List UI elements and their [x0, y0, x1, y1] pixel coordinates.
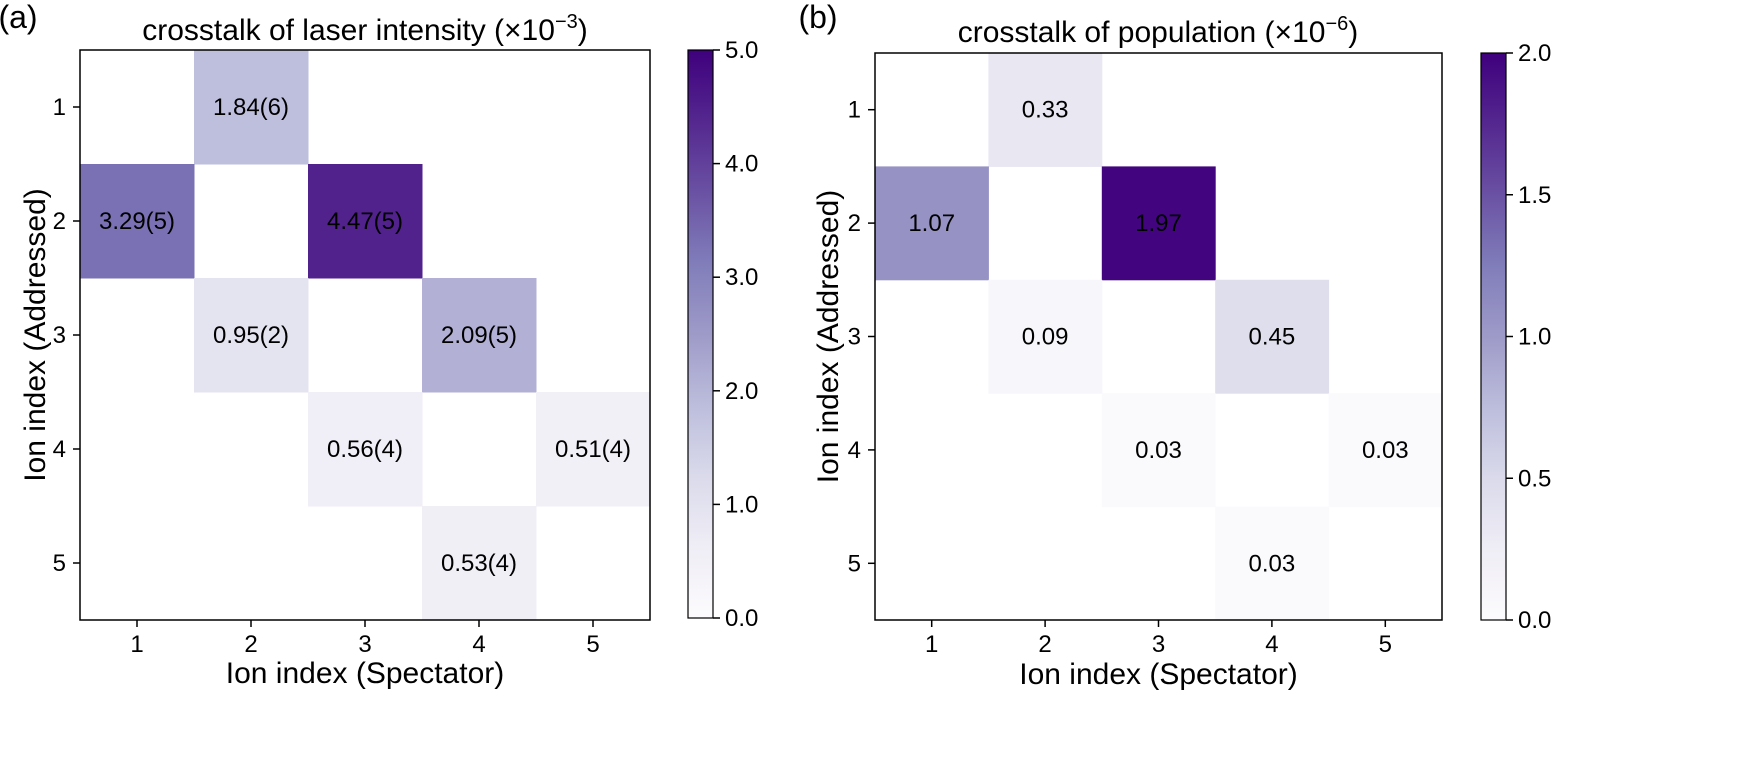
x-tick-label: 2 — [244, 631, 257, 658]
cell-value-label: 0.03 — [1249, 550, 1296, 577]
chart-title-main: crosstalk of laser intensity (×10 — [142, 14, 555, 47]
x-tick-label: 3 — [1152, 631, 1165, 658]
x-tick-label: 5 — [1379, 631, 1392, 658]
heatmap-cell — [422, 278, 537, 393]
chart-title: crosstalk of population (×10−6) — [958, 13, 1359, 49]
cell-value-label: 4.47(5) — [327, 208, 403, 235]
heatmap-cell — [194, 278, 309, 393]
colorbar-tick-label: 2.0 — [725, 378, 758, 405]
y-tick-label: 3 — [848, 324, 861, 351]
plot-area — [80, 50, 650, 620]
heatmap-cell — [194, 50, 309, 165]
colorbar — [1480, 52, 1507, 621]
colorbar-tick-label: 0.0 — [725, 605, 758, 632]
y-axis-label: Ion index (Addressed) — [19, 188, 52, 482]
x-tick-label: 3 — [358, 631, 371, 658]
x-tick-label: 4 — [472, 631, 485, 658]
y-tick-label: 2 — [848, 210, 861, 237]
y-tick-label: 4 — [53, 436, 66, 463]
cell-value-label: 1.84(6) — [213, 94, 289, 121]
plot-area — [875, 53, 1442, 620]
colorbar-tick-label: 1.0 — [725, 491, 758, 518]
x-tick-label: 1 — [130, 631, 143, 658]
y-tick-label: 2 — [53, 208, 66, 235]
colorbar-tick-label: 4.0 — [725, 151, 758, 178]
x-tick-label: 5 — [586, 631, 599, 658]
panel-label: (a) — [0, 0, 38, 35]
heatmap-cell — [988, 53, 1103, 167]
colorbar — [687, 49, 714, 619]
x-axis-label: Ion index (Spectator) — [226, 657, 504, 690]
chart-title: crosstalk of laser intensity (×10−3) — [142, 11, 588, 47]
heatmap-cell — [308, 164, 423, 279]
y-tick-label: 3 — [53, 322, 66, 349]
cell-value-label: 0.56(4) — [327, 436, 403, 463]
chart-title-exponent: −6 — [1325, 13, 1348, 35]
panel-b: 0.33 1.07 1.97 0.09 0.45 0.03 0.03 0.03 1 2 3 4 5 1 2 3… — [798, 0, 1551, 691]
cell-value-label: 1.07 — [908, 210, 955, 237]
colorbar-tick-label: 0.5 — [1518, 465, 1551, 492]
colorbar-tick-label: 3.0 — [725, 264, 758, 291]
heatmap-cell — [988, 279, 1103, 394]
colorbar-tick-label: 1.5 — [1518, 182, 1551, 209]
cell-value-label: 3.29(5) — [99, 208, 175, 235]
colorbar-tick-label: 2.0 — [1518, 40, 1551, 67]
y-tick-label: 4 — [848, 437, 861, 464]
panel-a: 1.84(6) 3.29(5) 4.47(5) 0.95(2) 2.09(5) 0.56(… — [0, 0, 758, 690]
heatmap-cell — [1101, 393, 1216, 508]
cell-value-label: 0.03 — [1135, 437, 1182, 464]
cell-value-label: 0.53(4) — [441, 550, 517, 577]
cell-value-label: 0.09 — [1022, 324, 1069, 351]
chart-title-suffix: ) — [1348, 16, 1358, 49]
cell-value-label: 0.95(2) — [213, 322, 289, 349]
panel-label: (b) — [798, 0, 837, 35]
cell-value-label: 0.45 — [1249, 324, 1296, 351]
colorbar-tick-label: 5.0 — [725, 37, 758, 64]
heatmap-cell — [1215, 506, 1330, 621]
heatmap-cell — [875, 166, 989, 281]
chart-title-suffix: ) — [578, 14, 588, 47]
cell-value-label: 0.33 — [1022, 97, 1069, 124]
chart-title-main: crosstalk of population (×10 — [958, 16, 1326, 49]
x-tick-label: 2 — [1038, 631, 1051, 658]
y-tick-label: 1 — [848, 97, 861, 124]
heatmap-cell — [1215, 279, 1330, 394]
cell-value-label: 0.51(4) — [555, 436, 631, 463]
heatmap-cell — [1101, 166, 1216, 281]
heatmap-cell — [308, 392, 423, 507]
y-tick-label: 1 — [53, 94, 66, 121]
x-tick-label: 1 — [925, 631, 938, 658]
x-axis-label: Ion index (Spectator) — [1019, 658, 1297, 691]
heatmap-cell — [422, 506, 537, 621]
cell-value-label: 0.03 — [1362, 437, 1409, 464]
cell-value-label: 1.97 — [1135, 210, 1182, 237]
colorbar-tick-label: 1.0 — [1518, 324, 1551, 351]
cell-value-label: 2.09(5) — [441, 322, 517, 349]
x-tick-label: 4 — [1265, 631, 1278, 658]
y-tick-label: 5 — [53, 550, 66, 577]
y-tick-label: 5 — [848, 550, 861, 577]
heatmap-cell — [1328, 393, 1443, 508]
chart-title-exponent: −3 — [555, 11, 578, 33]
y-axis-label: Ion index (Addressed) — [812, 190, 845, 484]
heatmap-cell — [80, 164, 195, 279]
heatmap-cell — [536, 392, 651, 507]
colorbar-tick-label: 0.0 — [1518, 607, 1551, 634]
